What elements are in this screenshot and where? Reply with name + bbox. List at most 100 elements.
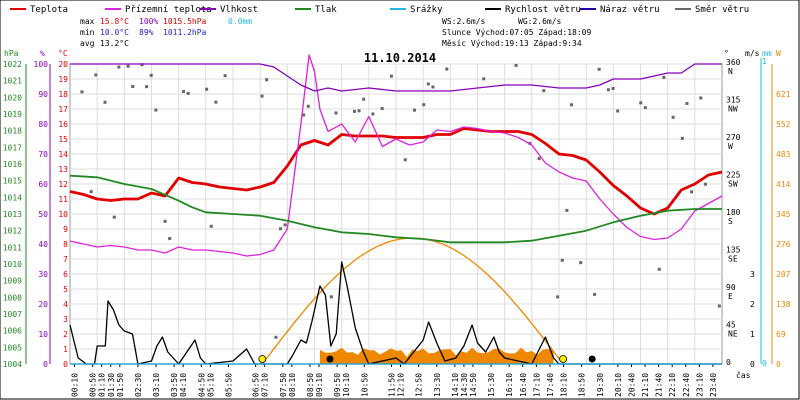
wind-direction-point — [103, 100, 107, 104]
wind-direction-point — [560, 258, 564, 262]
wind-direction-point — [279, 227, 283, 231]
sunrise-marker — [258, 355, 267, 363]
stat-max-pres: 1015.5hPa — [163, 17, 207, 26]
wind-direction-point — [662, 75, 666, 79]
temp-tick: 2 — [63, 330, 68, 339]
wind-direction-point — [334, 111, 338, 115]
x-tick-label: 04:50 — [197, 373, 206, 397]
hpa-tick: 1004 — [3, 360, 22, 369]
x-tick-label: 18:50 — [578, 373, 587, 397]
x-tick-label: 09:50 — [333, 373, 342, 397]
wind-unit: m/s — [745, 49, 760, 58]
moonset-marker — [326, 355, 334, 363]
x-tick-label: 10:50 — [360, 373, 369, 397]
series-Vlhkost — [70, 63, 722, 92]
rad-tick: 0 — [776, 360, 781, 369]
x-tick-label: 21:40 — [655, 373, 664, 397]
x-tick-label: 01:30 — [107, 373, 116, 397]
x-tick-label: 02:30 — [134, 373, 143, 397]
hpa-tick: 1011 — [3, 243, 22, 252]
x-tick-label: 23:10 — [695, 373, 704, 397]
pct-tick: 30 — [38, 270, 48, 279]
wind-direction-point — [274, 335, 278, 339]
wind-direction-point — [205, 87, 209, 91]
dir-label: NE — [728, 330, 738, 339]
wind-tick: 0 — [750, 360, 755, 369]
wind-direction-point — [579, 261, 583, 265]
x-tick-label: 03:50 — [170, 373, 179, 397]
stat-min-temp: 10.0°C — [100, 28, 129, 37]
wind-direction-point — [657, 267, 661, 271]
wind-tick: 2 — [750, 300, 755, 309]
wind-direction-point — [352, 109, 356, 113]
legend-label: Rychlost větru — [505, 5, 581, 15]
series-Tlak — [69, 174, 722, 244]
x-tick-label: 13:30 — [433, 373, 442, 397]
x-tick-label: 00:10 — [71, 373, 80, 397]
dir-tick: 180 — [726, 208, 741, 217]
wind-direction-point — [426, 82, 430, 86]
wind-direction-point — [403, 158, 407, 162]
x-axis-label: čas — [736, 370, 751, 380]
wind-direction-point — [542, 89, 546, 93]
x-tick-label: 17:10 — [532, 373, 541, 397]
legend: Teplota Přízemní teplota Vlhkost Tlak Srážky… — [10, 5, 749, 15]
temp-tick: 5 — [63, 285, 68, 294]
x-tick-label: 15:30 — [487, 373, 496, 397]
wind-direction-point — [182, 89, 186, 93]
hpa-tick: 1016 — [3, 160, 22, 169]
wind-direction-point — [699, 96, 703, 100]
plot-area — [69, 54, 723, 365]
temp-tick: 18 — [58, 90, 68, 99]
pct-tick: 50 — [38, 210, 48, 219]
x-tick-label: 08:10 — [288, 373, 297, 397]
hpa-tick: 1013 — [3, 210, 22, 219]
stat-min-hum: 89% — [139, 28, 154, 37]
temp-tick: 15 — [58, 135, 68, 144]
temp-tick: 12 — [58, 180, 68, 189]
wind-direction-point — [606, 88, 610, 92]
dir-label: NW — [728, 105, 738, 114]
x-tick-label: 12:10 — [397, 373, 406, 397]
hpa-tick: 1022 — [3, 60, 22, 69]
hpa-tick: 1020 — [3, 93, 22, 102]
wind-direction-point — [639, 101, 643, 105]
wind-direction-point — [223, 74, 227, 78]
rad-tick: 276 — [776, 240, 791, 249]
rain-tick: 1 — [762, 57, 767, 66]
x-tick-label: 10:10 — [342, 373, 351, 397]
pct-tick: 0 — [43, 360, 48, 369]
header-info: 11.10.2014 WS:2.6m/s WG:2.6m/s Slunce Vý… — [80, 17, 591, 65]
wind-direction-point — [717, 304, 721, 308]
hpa-tick: 1014 — [3, 193, 22, 202]
series-Přízemní teplota — [69, 54, 723, 257]
hpa-tick: 1006 — [3, 327, 22, 336]
x-tick-label: 01:50 — [116, 373, 125, 397]
wind-direction-point — [537, 157, 541, 161]
pct-unit: % — [40, 49, 45, 58]
axes: hPa% °C1022102110201019101810171016101510… — [3, 49, 791, 397]
pct-tick: 60 — [38, 180, 48, 189]
hpa-tick: 1019 — [3, 110, 22, 119]
dir-label: S — [728, 217, 733, 226]
wind-direction-point — [140, 63, 144, 67]
wind-direction-point — [671, 115, 675, 119]
wind-direction-point — [685, 101, 689, 105]
wg-readout: WG:2.6m/s — [518, 17, 562, 26]
x-tick-label: 03:10 — [152, 373, 161, 397]
temp-tick: 6 — [63, 270, 68, 279]
pct-tick: 20 — [38, 300, 48, 309]
temp-tick: 14 — [58, 150, 68, 159]
hpa-tick: 1012 — [3, 227, 22, 236]
hpa-tick: 1007 — [3, 310, 22, 319]
dir-tick: 45 — [726, 321, 736, 330]
rad-tick: 552 — [776, 120, 791, 129]
legend-label: Náraz větru — [600, 5, 660, 15]
legend-label: Tlak — [315, 5, 337, 15]
grid — [69, 63, 723, 365]
x-tick-label: 17:40 — [546, 373, 555, 397]
sun-readout: Slunce Východ:07:05 Západ:18:09 — [442, 28, 591, 37]
wind-direction-point — [362, 97, 366, 101]
wind-direction-point — [569, 103, 573, 107]
